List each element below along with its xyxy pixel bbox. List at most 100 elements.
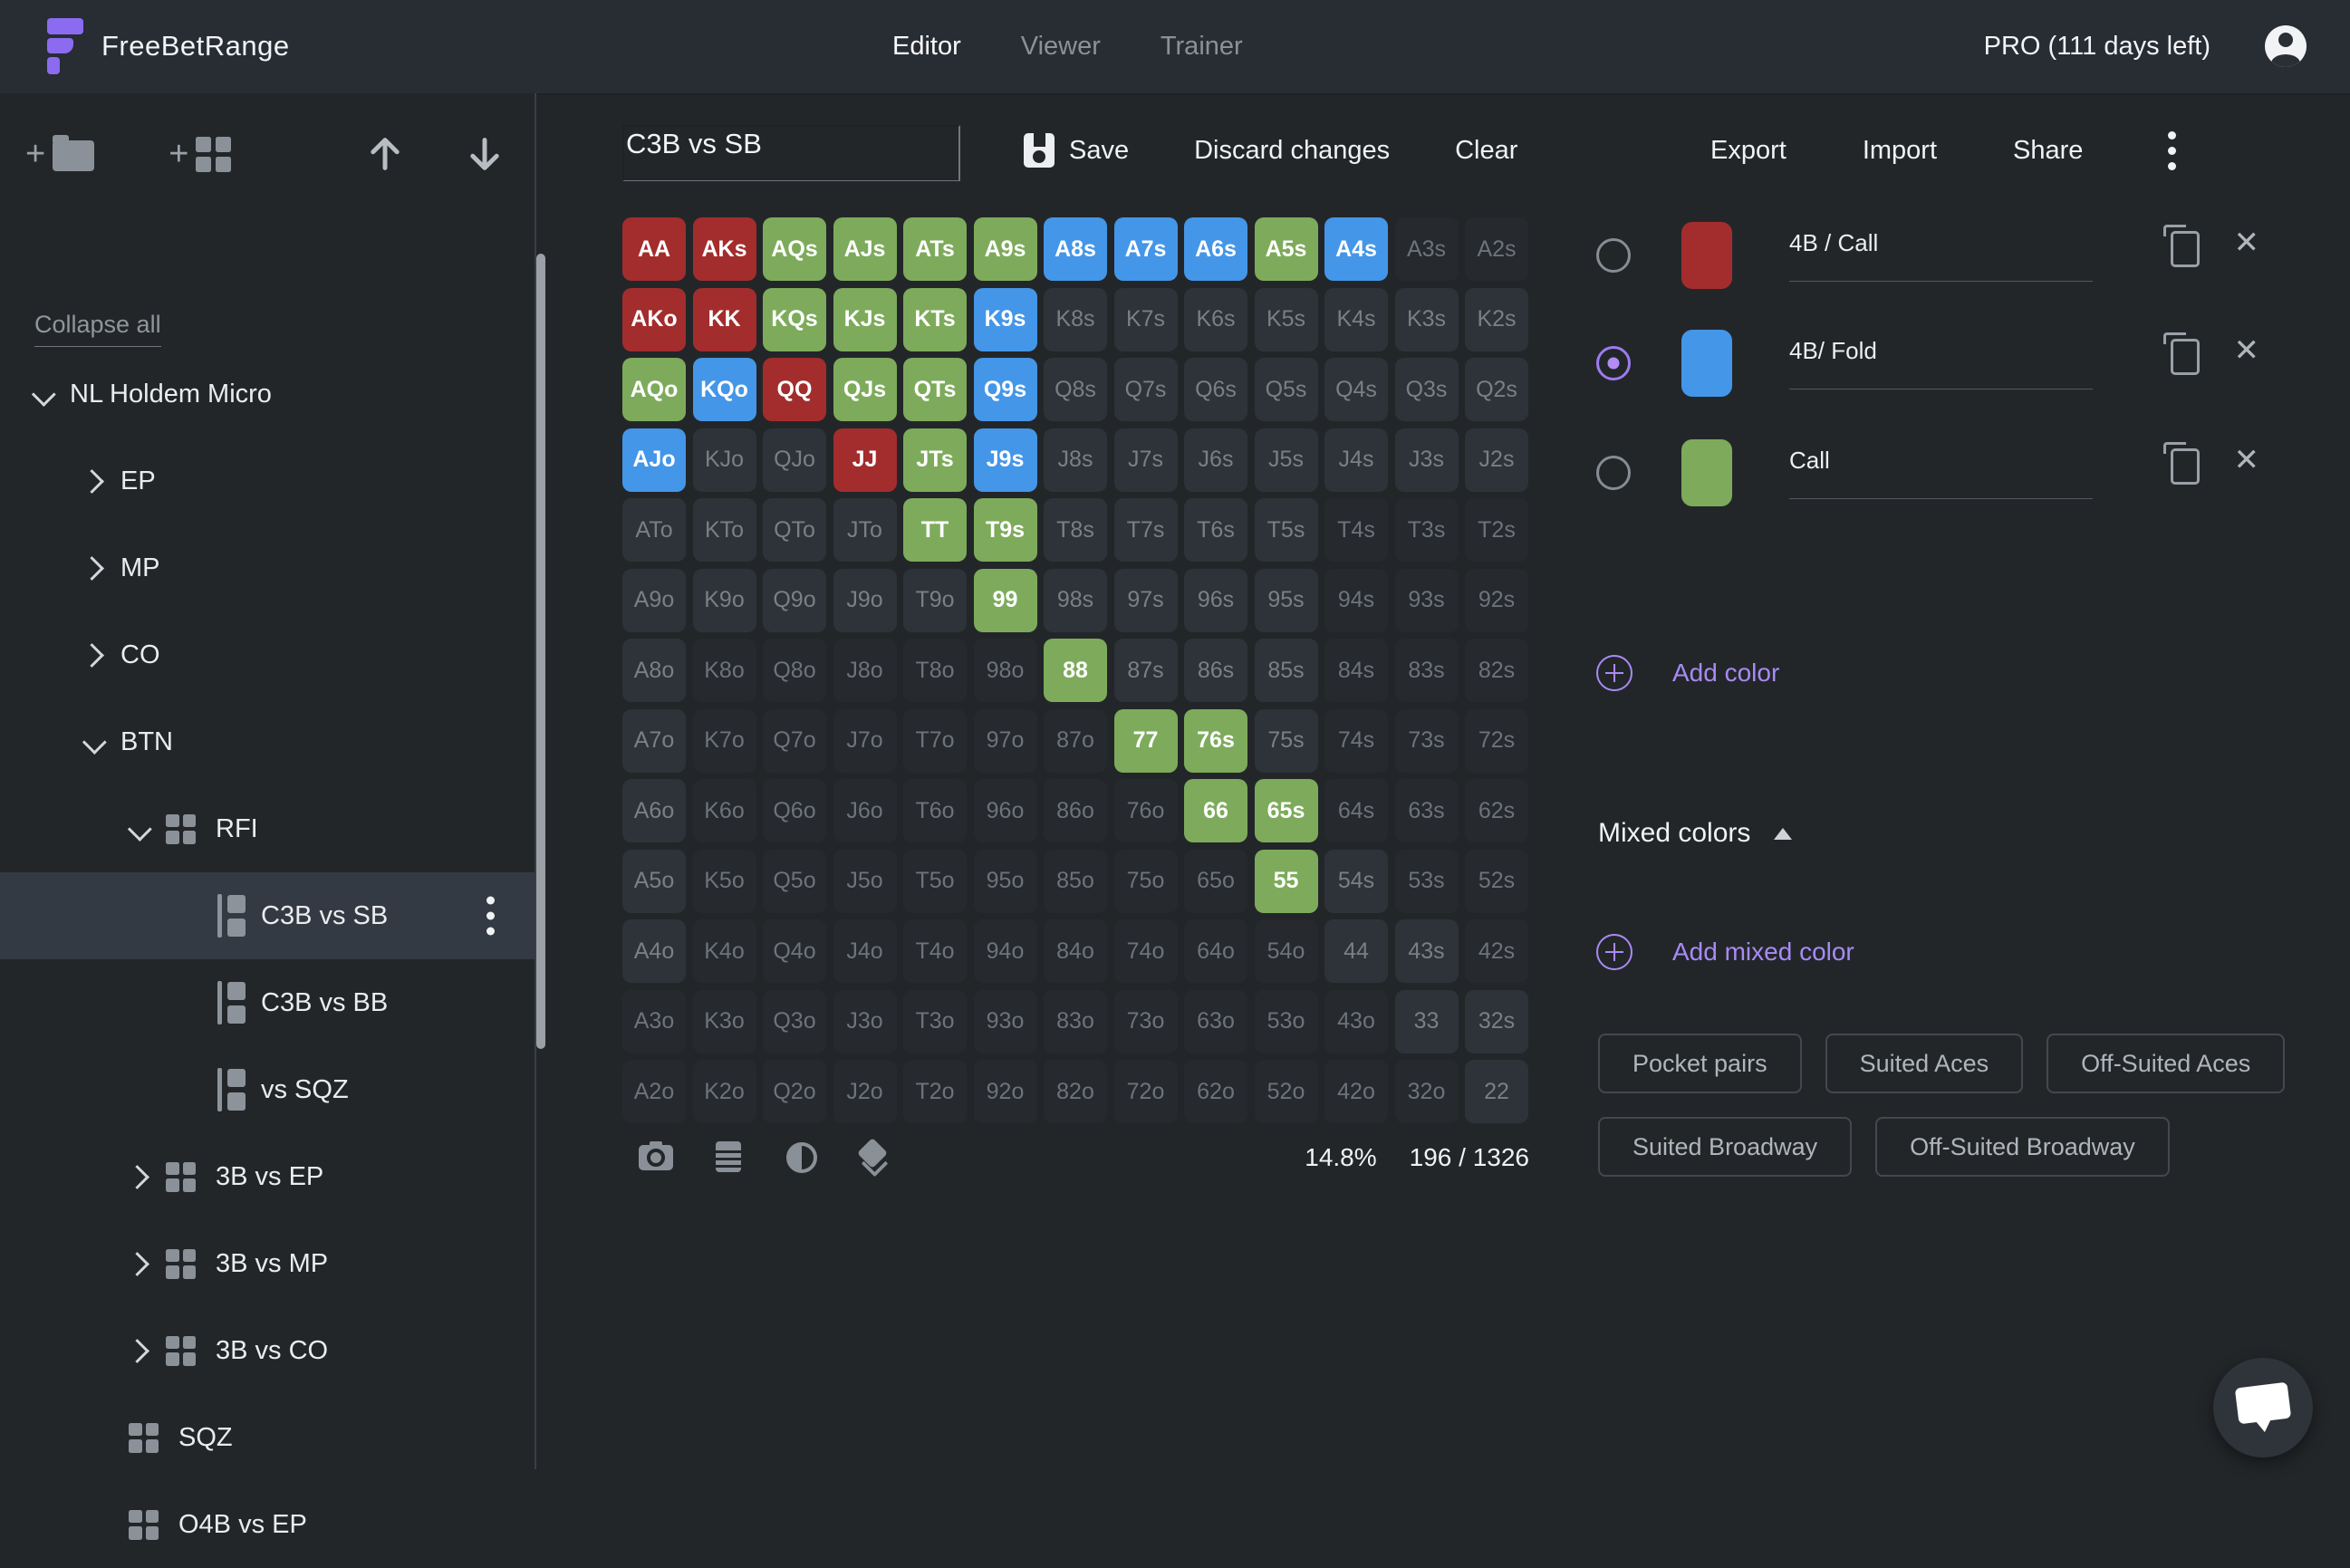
- matrix-cell-32o[interactable]: 32o: [1394, 1060, 1459, 1123]
- matrix-cell-KJo[interactable]: KJo: [692, 428, 756, 492]
- matrix-cell-93o[interactable]: 93o: [973, 989, 1037, 1053]
- chevron-right-icon[interactable]: [80, 642, 104, 668]
- matrix-cell-64o[interactable]: 64o: [1184, 919, 1247, 983]
- matrix-cell-J2o[interactable]: J2o: [833, 1060, 897, 1123]
- matrix-cell-T7o[interactable]: T7o: [903, 708, 967, 773]
- matrix-cell-AQo[interactable]: AQo: [622, 358, 686, 421]
- matrix-cell-K9s[interactable]: K9s: [973, 287, 1037, 351]
- matrix-cell-J2s[interactable]: J2s: [1465, 428, 1528, 492]
- chevron-down-icon[interactable]: [82, 729, 107, 755]
- matrix-cell-33[interactable]: 33: [1394, 989, 1459, 1053]
- matrix-cell-AKo[interactable]: AKo: [622, 287, 686, 351]
- matrix-cell-A9o[interactable]: A9o: [622, 568, 686, 632]
- matrix-cell-T8s[interactable]: T8s: [1044, 498, 1107, 562]
- preset-suited-broadway[interactable]: Suited Broadway: [1598, 1117, 1853, 1177]
- tab-trainer[interactable]: Trainer: [1160, 32, 1243, 61]
- matrix-cell-K7s[interactable]: K7s: [1113, 287, 1178, 351]
- matrix-cell-JTo[interactable]: JTo: [833, 498, 897, 562]
- matrix-cell-Q8s[interactable]: Q8s: [1044, 358, 1107, 421]
- matrix-cell-32s[interactable]: 32s: [1465, 989, 1528, 1053]
- matrix-cell-A2s[interactable]: A2s: [1465, 217, 1528, 281]
- matrix-cell-J7s[interactable]: J7s: [1113, 428, 1178, 492]
- matrix-cell-98o[interactable]: 98o: [973, 639, 1037, 702]
- matrix-cell-T6o[interactable]: T6o: [903, 779, 967, 842]
- matrix-cell-A8o[interactable]: A8o: [622, 639, 686, 702]
- matrix-cell-JTs[interactable]: JTs: [903, 428, 967, 492]
- chevron-right-icon[interactable]: [125, 1251, 149, 1276]
- matrix-cell-95o[interactable]: 95o: [973, 849, 1037, 913]
- sidebar-item-3b-vs-co[interactable]: 3B vs CO: [0, 1307, 535, 1394]
- account-icon[interactable]: [2265, 25, 2307, 67]
- matrix-cell-54o[interactable]: 54o: [1254, 919, 1318, 983]
- chevron-right-icon[interactable]: [80, 468, 104, 494]
- matrix-cell-KJs[interactable]: KJs: [833, 287, 897, 351]
- matrix-cell-T3o[interactable]: T3o: [903, 989, 967, 1053]
- import-button[interactable]: Import: [1862, 135, 1938, 165]
- matrix-cell-T4o[interactable]: T4o: [903, 919, 967, 983]
- matrix-cell-K2s[interactable]: K2s: [1465, 287, 1528, 351]
- matrix-cell-Q5o[interactable]: Q5o: [763, 849, 826, 913]
- matrix-cell-J6s[interactable]: J6s: [1184, 428, 1247, 492]
- matrix-cell-QJo[interactable]: QJo: [763, 428, 826, 492]
- color-radio[interactable]: [1596, 346, 1631, 380]
- matrix-cell-42s[interactable]: 42s: [1465, 919, 1528, 983]
- matrix-cell-76s[interactable]: 76s: [1184, 708, 1247, 773]
- chevron-right-icon[interactable]: [80, 555, 104, 581]
- matrix-cell-99[interactable]: 99: [973, 568, 1037, 632]
- matrix-cell-63s[interactable]: 63s: [1394, 779, 1459, 842]
- matrix-cell-87o[interactable]: 87o: [1044, 708, 1107, 773]
- sidebar-item-vs-sqz[interactable]: vs SQZ: [0, 1046, 535, 1133]
- matrix-cell-72o[interactable]: 72o: [1113, 1060, 1178, 1123]
- matrix-cell-94s[interactable]: 94s: [1324, 568, 1388, 632]
- matrix-cell-AJs[interactable]: AJs: [833, 217, 897, 281]
- chevron-right-icon[interactable]: [125, 1164, 149, 1189]
- discard-changes-button[interactable]: Discard changes: [1194, 135, 1391, 165]
- matrix-cell-K5s[interactable]: K5s: [1254, 287, 1318, 351]
- color-radio[interactable]: [1596, 238, 1631, 273]
- matrix-cell-95s[interactable]: 95s: [1254, 568, 1318, 632]
- matrix-cell-K3o[interactable]: K3o: [692, 989, 756, 1053]
- matrix-cell-42o[interactable]: 42o: [1324, 1060, 1388, 1123]
- matrix-cell-QQ[interactable]: QQ: [763, 358, 826, 421]
- preset-off-suited-aces[interactable]: Off-Suited Aces: [2047, 1034, 2286, 1093]
- matrix-cell-A5s[interactable]: A5s: [1254, 217, 1318, 281]
- share-button[interactable]: Share: [2013, 135, 2084, 165]
- color-radio[interactable]: [1596, 456, 1631, 490]
- matrix-cell-TT[interactable]: TT: [903, 498, 967, 562]
- matrix-cell-A2o[interactable]: A2o: [622, 1060, 686, 1123]
- preset-off-suited-broadway[interactable]: Off-Suited Broadway: [1875, 1117, 2170, 1177]
- tab-viewer[interactable]: Viewer: [1020, 32, 1101, 61]
- matrix-cell-ATs[interactable]: ATs: [903, 217, 967, 281]
- add-folder-button[interactable]: +: [25, 135, 95, 171]
- matrix-cell-J3o[interactable]: J3o: [833, 989, 897, 1053]
- matrix-cell-AKs[interactable]: AKs: [692, 217, 756, 281]
- layers-button[interactable]: [856, 1138, 891, 1178]
- color-name-input[interactable]: Call: [1789, 447, 2093, 499]
- matrix-cell-K4s[interactable]: K4s: [1324, 287, 1388, 351]
- matrix-cell-83s[interactable]: 83s: [1394, 639, 1459, 702]
- move-up-button[interactable]: [365, 134, 405, 174]
- move-down-button[interactable]: [465, 134, 505, 174]
- matrix-cell-92s[interactable]: 92s: [1465, 568, 1528, 632]
- matrix-cell-T3s[interactable]: T3s: [1394, 498, 1459, 562]
- matrix-cell-K8s[interactable]: K8s: [1044, 287, 1107, 351]
- matrix-cell-T6s[interactable]: T6s: [1184, 498, 1247, 562]
- matrix-cell-KQs[interactable]: KQs: [763, 287, 826, 351]
- matrix-cell-Q4s[interactable]: Q4s: [1324, 358, 1388, 421]
- matrix-cell-J5o[interactable]: J5o: [833, 849, 897, 913]
- matrix-cell-93s[interactable]: 93s: [1394, 568, 1459, 632]
- matrix-cell-Q9o[interactable]: Q9o: [763, 568, 826, 632]
- matrix-cell-94o[interactable]: 94o: [973, 919, 1037, 983]
- mixed-colors-header[interactable]: Mixed colors: [1598, 818, 1793, 849]
- matrix-cell-72s[interactable]: 72s: [1465, 708, 1528, 773]
- sidebar-item-nl-holdem-micro[interactable]: NL Holdem Micro: [0, 351, 535, 438]
- matrix-cell-J6o[interactable]: J6o: [833, 779, 897, 842]
- matrix-cell-K4o[interactable]: K4o: [692, 919, 756, 983]
- color-swatch[interactable]: [1681, 330, 1732, 397]
- sidebar-item-co[interactable]: CO: [0, 611, 535, 698]
- matrix-cell-T7s[interactable]: T7s: [1113, 498, 1178, 562]
- text-view-button[interactable]: [711, 1140, 746, 1174]
- contrast-button[interactable]: [784, 1140, 818, 1174]
- matrix-cell-K2o[interactable]: K2o: [692, 1060, 756, 1123]
- matrix-cell-J9o[interactable]: J9o: [833, 568, 897, 632]
